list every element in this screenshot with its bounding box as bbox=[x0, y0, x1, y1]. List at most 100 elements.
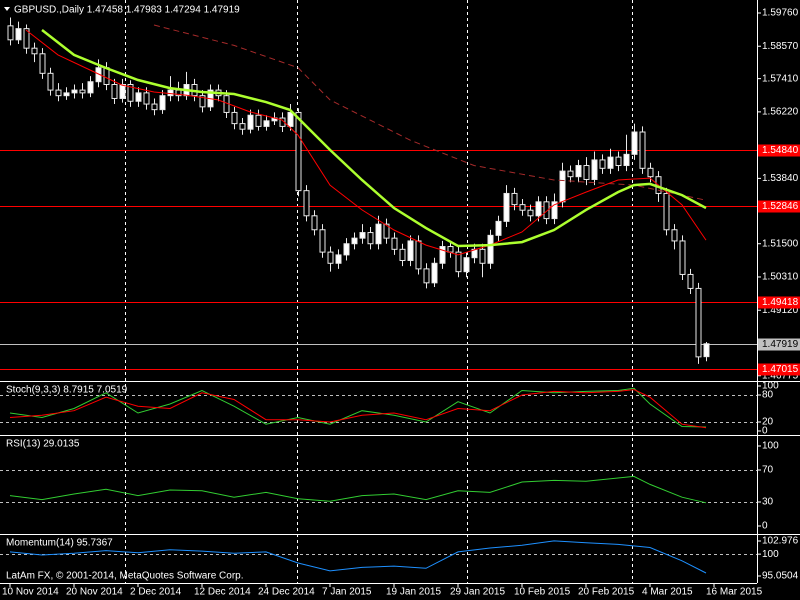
candle-body bbox=[455, 251, 462, 273]
y-tick-label: 20 bbox=[762, 417, 774, 428]
candle-body bbox=[607, 156, 614, 169]
level-tag bbox=[758, 363, 800, 376]
candle-body bbox=[575, 165, 582, 178]
candle-body bbox=[487, 234, 494, 264]
candle-body bbox=[47, 72, 54, 91]
candle-body bbox=[71, 89, 78, 94]
indicator-line bbox=[41, 29, 707, 248]
level-tag-label: 1.52846 bbox=[762, 201, 799, 212]
x-tick-label: 29 Jan 2015 bbox=[450, 587, 505, 598]
x-tick-label: 19 Jan 2015 bbox=[386, 587, 441, 598]
candle-body bbox=[439, 246, 446, 264]
price-tag-label: 1.47919 bbox=[762, 339, 799, 350]
indicator-line bbox=[25, 29, 707, 256]
level-tag bbox=[758, 144, 800, 157]
candle-body bbox=[127, 84, 134, 102]
y-tick-label: 30 bbox=[762, 497, 774, 508]
candle-body bbox=[287, 111, 294, 127]
panel-title: Momentum(14) 95.7367 bbox=[6, 538, 113, 549]
x-tick-label: 20 Feb 2015 bbox=[578, 587, 635, 598]
level-tag bbox=[758, 200, 800, 213]
candle-body bbox=[15, 28, 22, 41]
candle-body bbox=[647, 167, 654, 178]
candle-body bbox=[583, 165, 590, 180]
candle-body bbox=[247, 114, 254, 130]
level-tag-label: 1.54840 bbox=[762, 145, 799, 156]
candle-body bbox=[599, 159, 606, 169]
candle-body bbox=[55, 89, 62, 97]
candle-body bbox=[703, 343, 710, 358]
level-tag-label: 1.47015 bbox=[762, 364, 799, 375]
candle-body bbox=[551, 201, 558, 220]
candle-body bbox=[695, 287, 702, 358]
candle-body bbox=[335, 254, 342, 264]
y-tick-label: 1.49120 bbox=[762, 305, 799, 316]
y-tick-label: 1.58570 bbox=[762, 41, 799, 52]
candle-body bbox=[367, 232, 374, 245]
candle-body bbox=[111, 84, 118, 99]
candle-body bbox=[343, 243, 350, 256]
candle-body bbox=[383, 223, 390, 239]
x-tick-label: 10 Feb 2015 bbox=[514, 587, 571, 598]
candle-body bbox=[351, 237, 358, 245]
candle-body bbox=[495, 220, 502, 236]
candle-body bbox=[471, 248, 478, 259]
candle-body bbox=[319, 229, 326, 253]
candle-body bbox=[23, 28, 30, 49]
y-tick-label: 1.46775 bbox=[762, 370, 799, 381]
candle-body bbox=[591, 159, 598, 180]
candle-body bbox=[559, 170, 566, 203]
y-tick-label: 0 bbox=[762, 521, 768, 532]
candle-body bbox=[615, 156, 622, 167]
candle-body bbox=[631, 131, 638, 155]
indicator-line bbox=[153, 24, 707, 201]
x-tick-label: 16 Mar 2015 bbox=[706, 587, 763, 598]
candle-body bbox=[159, 95, 166, 111]
candle-body bbox=[463, 257, 470, 273]
y-tick-label: 1.59760 bbox=[762, 8, 799, 19]
y-tick-label: 102.976 bbox=[762, 536, 799, 547]
menu-arrow[interactable] bbox=[4, 7, 10, 11]
x-tick-label: 20 Nov 2014 bbox=[66, 587, 123, 598]
candle-body bbox=[519, 204, 526, 211]
candle-body bbox=[679, 240, 686, 275]
y-tick-label: 80 bbox=[762, 390, 774, 401]
candle-body bbox=[87, 81, 94, 94]
x-tick-label: 4 Mar 2015 bbox=[642, 587, 693, 598]
y-tick-label: 1.50310 bbox=[762, 272, 799, 283]
candle-body bbox=[511, 192, 518, 206]
candle-body bbox=[151, 103, 158, 111]
panel-title: GBPUSD.,Daily 1.47458 1.47983 1.47294 1.… bbox=[14, 5, 240, 16]
candle-body bbox=[479, 248, 486, 264]
candle-body bbox=[391, 237, 398, 250]
candle-body bbox=[231, 111, 238, 125]
level-tag bbox=[758, 296, 800, 309]
y-tick-label: 0 bbox=[762, 426, 768, 437]
candle-body bbox=[295, 111, 302, 192]
x-tick-label: 7 Jan 2015 bbox=[322, 587, 372, 598]
candle-body bbox=[663, 192, 670, 231]
candle-body bbox=[639, 131, 646, 169]
candle-body bbox=[535, 201, 542, 217]
candle-body bbox=[39, 53, 46, 74]
candle-body bbox=[303, 190, 310, 217]
candle-body bbox=[543, 201, 550, 220]
candle-body bbox=[327, 251, 334, 264]
candle-body bbox=[255, 114, 262, 127]
candle-body bbox=[567, 170, 574, 178]
x-tick-label: 24 Dec 2014 bbox=[258, 587, 315, 598]
candle-body bbox=[239, 123, 246, 130]
y-tick-label: 70 bbox=[762, 465, 774, 476]
candle-body bbox=[423, 268, 430, 284]
x-tick-label: 10 Nov 2014 bbox=[2, 587, 59, 598]
y-tick-label: 1.57410 bbox=[762, 73, 799, 84]
candle-body bbox=[359, 232, 366, 239]
candle-body bbox=[79, 89, 86, 94]
candle-body bbox=[687, 273, 694, 289]
candle-body bbox=[7, 25, 14, 41]
indicator-line bbox=[9, 387, 707, 428]
price-tag bbox=[758, 338, 800, 351]
candle-body bbox=[167, 89, 174, 97]
